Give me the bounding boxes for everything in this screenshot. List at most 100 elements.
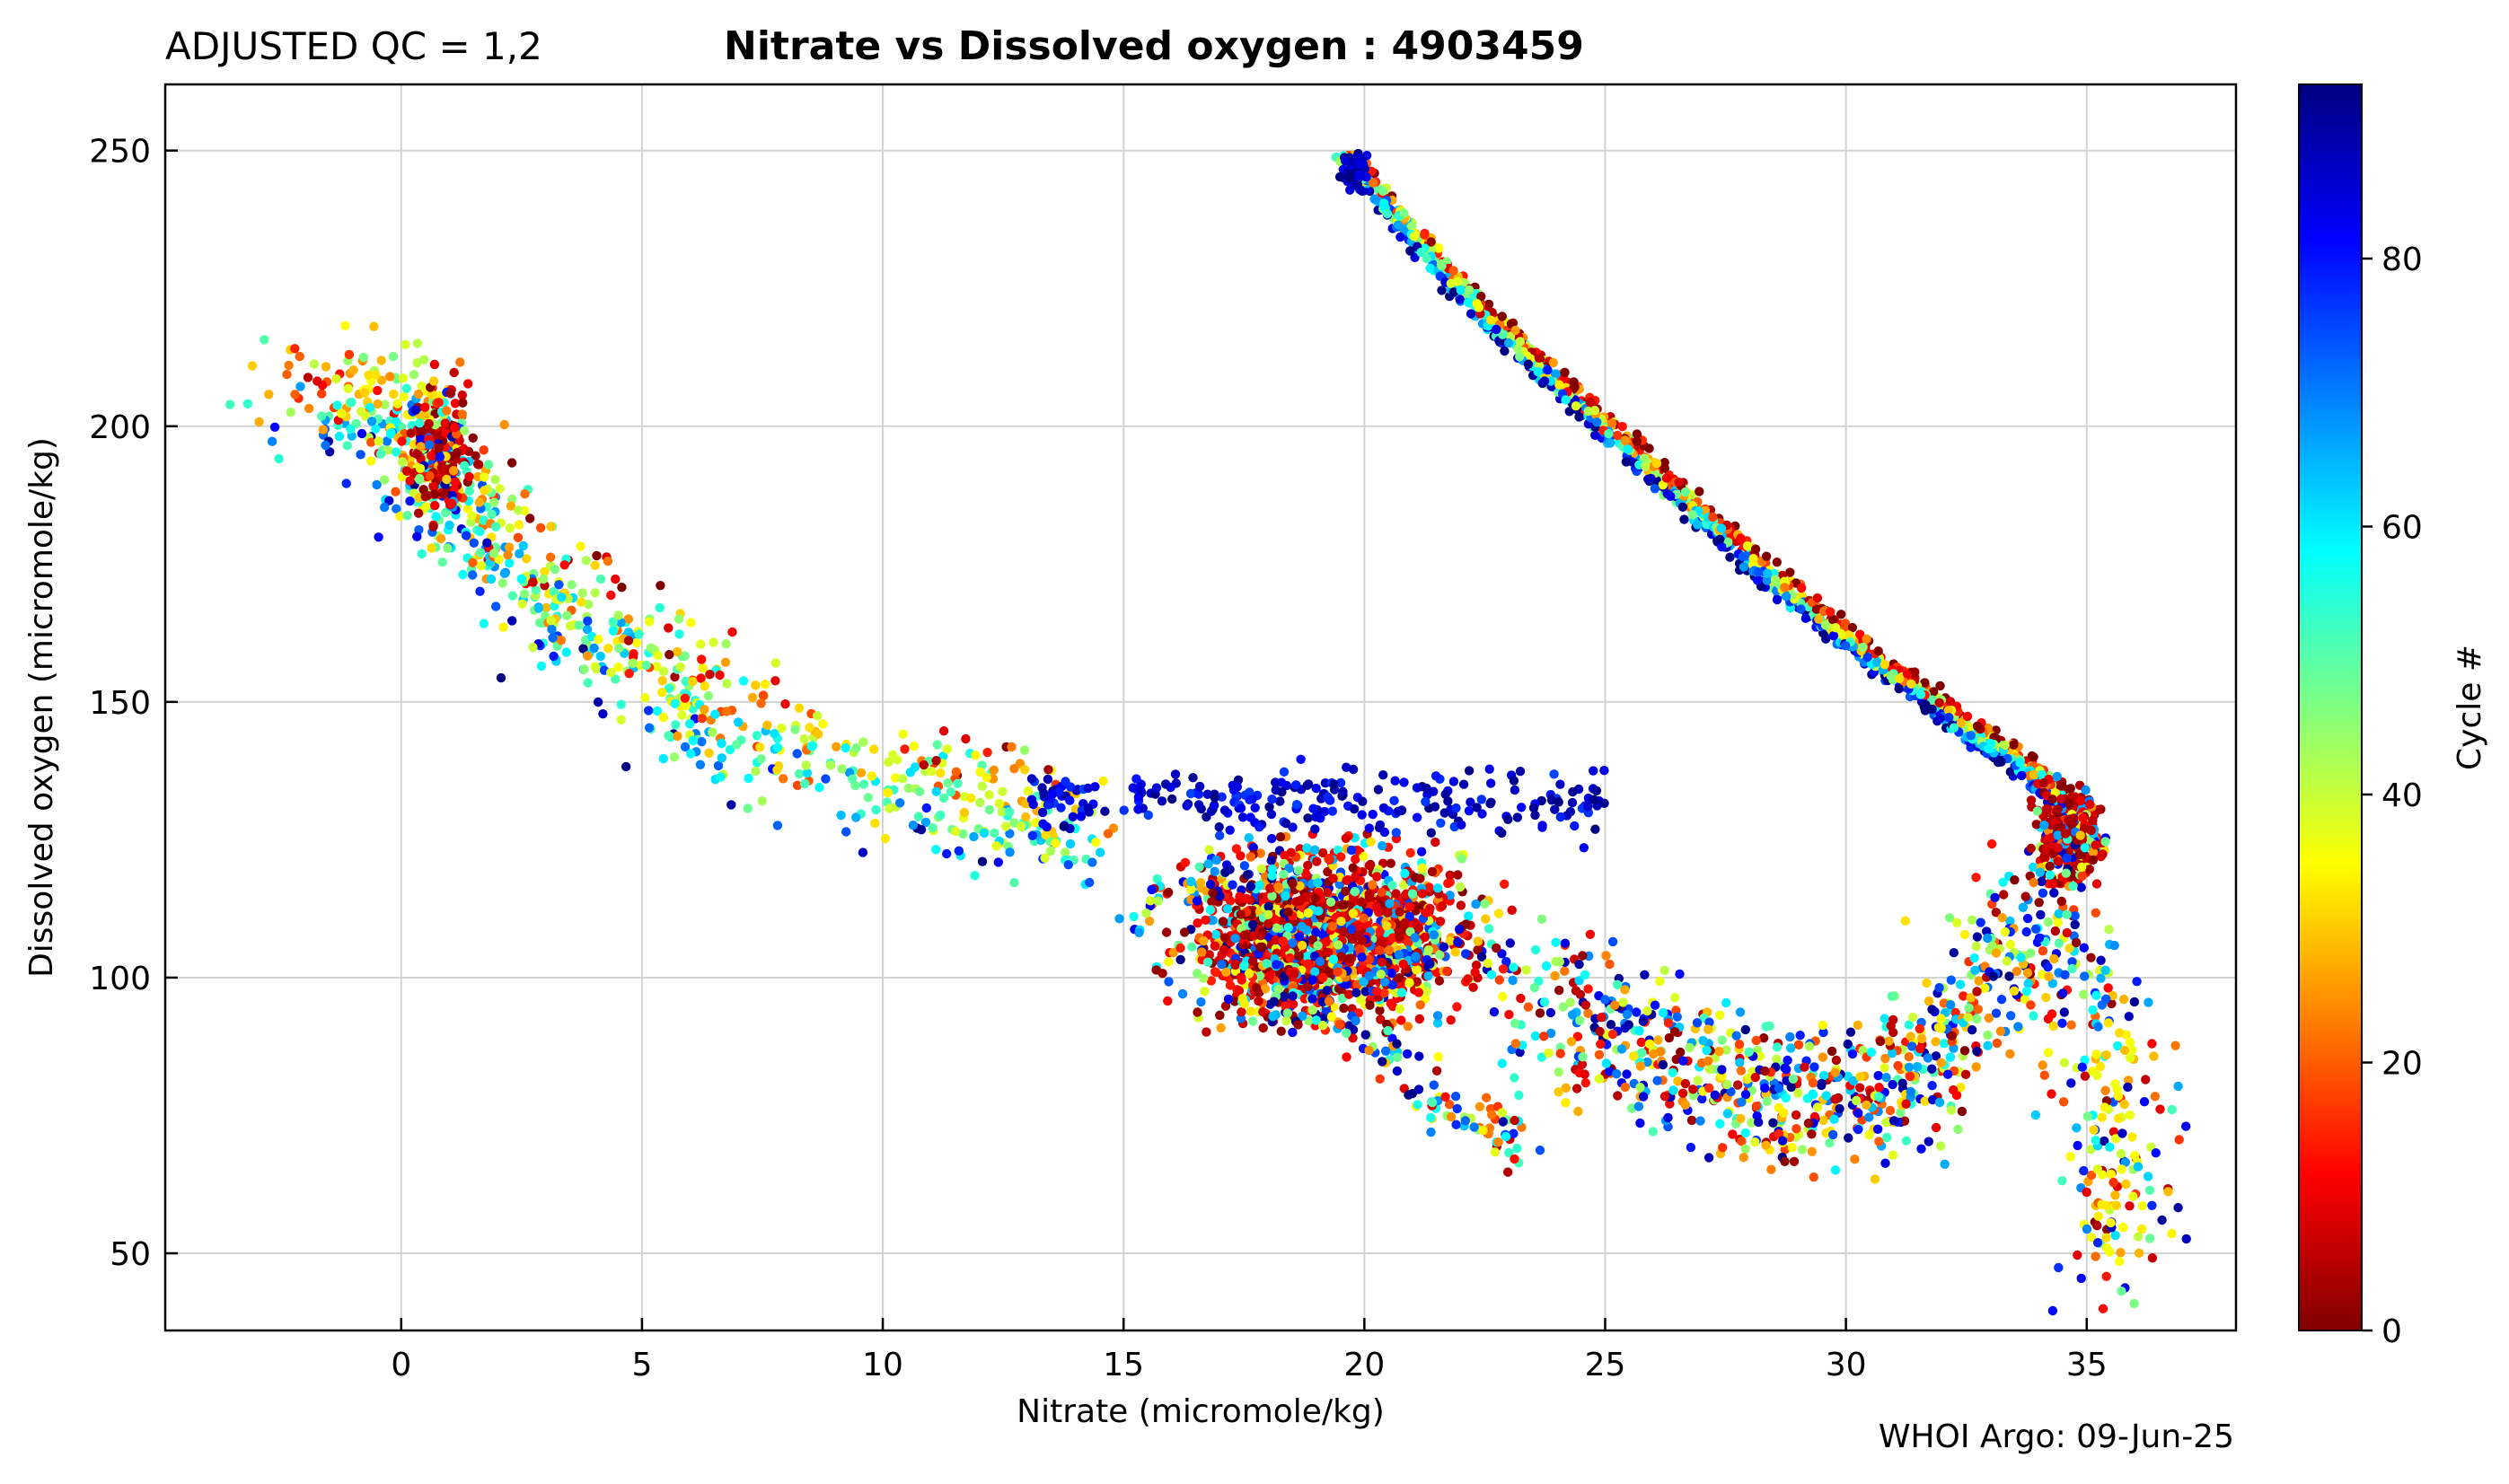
data-point [528,577,537,586]
data-point [286,408,295,417]
data-point [357,407,365,416]
data-point [1622,457,1631,466]
data-point [1485,765,1494,774]
data-point [525,514,534,522]
data-point [1365,1000,1374,1009]
data-point [550,565,559,574]
data-point [1342,1029,1351,1038]
data-point [420,403,429,412]
data-point [567,580,576,589]
data-point [629,658,638,667]
data-point [225,400,234,408]
data-point [562,647,571,656]
data-point [726,800,735,809]
data-point [818,719,827,728]
data-point [1431,802,1439,811]
data-point [1408,1089,1417,1098]
data-point [1399,777,1408,786]
data-point [1478,1126,1487,1135]
data-point [1424,945,1433,954]
data-point [922,803,931,812]
data-point [1212,856,1221,865]
data-point [1512,1144,1521,1153]
data-point [1996,758,2005,767]
data-point [1464,911,1473,920]
data-point [2076,796,2085,805]
data-point [1178,989,1187,998]
data-point [589,644,598,653]
data-point [1457,821,1466,830]
data-point [1196,878,1205,887]
data-point [1516,337,1525,346]
data-point [1421,797,1430,806]
data-point [482,539,491,548]
data-point [1406,848,1415,857]
data-point [438,558,447,566]
data-point [1399,960,1408,969]
data-point [1267,795,1276,803]
data-point [1427,237,1436,246]
data-point [557,593,566,602]
data-point [606,591,615,600]
data-point [2054,856,2063,865]
data-point [1202,1027,1210,1036]
data-point [1449,777,1458,786]
data-point [546,522,555,531]
data-point [1678,503,1687,512]
data-point [1231,961,1240,970]
data-point [676,663,685,672]
data-point [427,543,436,552]
data-point [1220,805,1229,814]
data-point [1328,806,1337,815]
data-point [1310,846,1319,855]
data-point [705,670,714,679]
data-point [960,808,969,817]
data-point [489,549,498,558]
data-point [464,472,473,481]
data-point [411,406,420,415]
data-point [1486,778,1495,787]
data-point [2182,1234,2191,1243]
data-point [1283,1008,1292,1017]
data-point [1524,360,1533,369]
data-point [496,484,505,493]
data-point [1383,209,1392,218]
data-point [458,409,467,418]
data-point [1963,712,1972,721]
data-point [1550,971,1559,980]
data-point [1295,896,1304,905]
data-point [1351,988,1360,997]
data-point [1413,783,1422,792]
data-point [1077,812,1086,821]
data-point [1814,615,1823,624]
data-point [2053,772,2062,781]
data-point [391,487,400,496]
data-point [557,636,566,645]
data-point [1967,731,1976,740]
data-point [1399,208,1408,217]
data-point [603,644,612,653]
data-point [475,527,484,536]
data-point [1555,780,1564,789]
data-point [274,454,283,463]
data-point [867,771,876,780]
data-point [1471,900,1480,909]
data-point [1451,1092,1460,1101]
data-point [498,623,507,632]
data-point [445,521,453,530]
data-point [1242,894,1251,903]
data-point [1351,855,1360,864]
data-point [268,437,277,446]
data-point [1586,398,1595,407]
data-point [374,532,383,541]
data-point [1466,309,1475,318]
data-point [1613,431,1622,440]
data-point [914,812,923,821]
data-point [425,440,434,449]
data-point [1440,808,1449,817]
data-point [625,669,634,678]
data-point [428,522,437,531]
data-point [1753,575,1762,584]
data-point [1763,569,1772,578]
data-point [2015,758,2024,767]
